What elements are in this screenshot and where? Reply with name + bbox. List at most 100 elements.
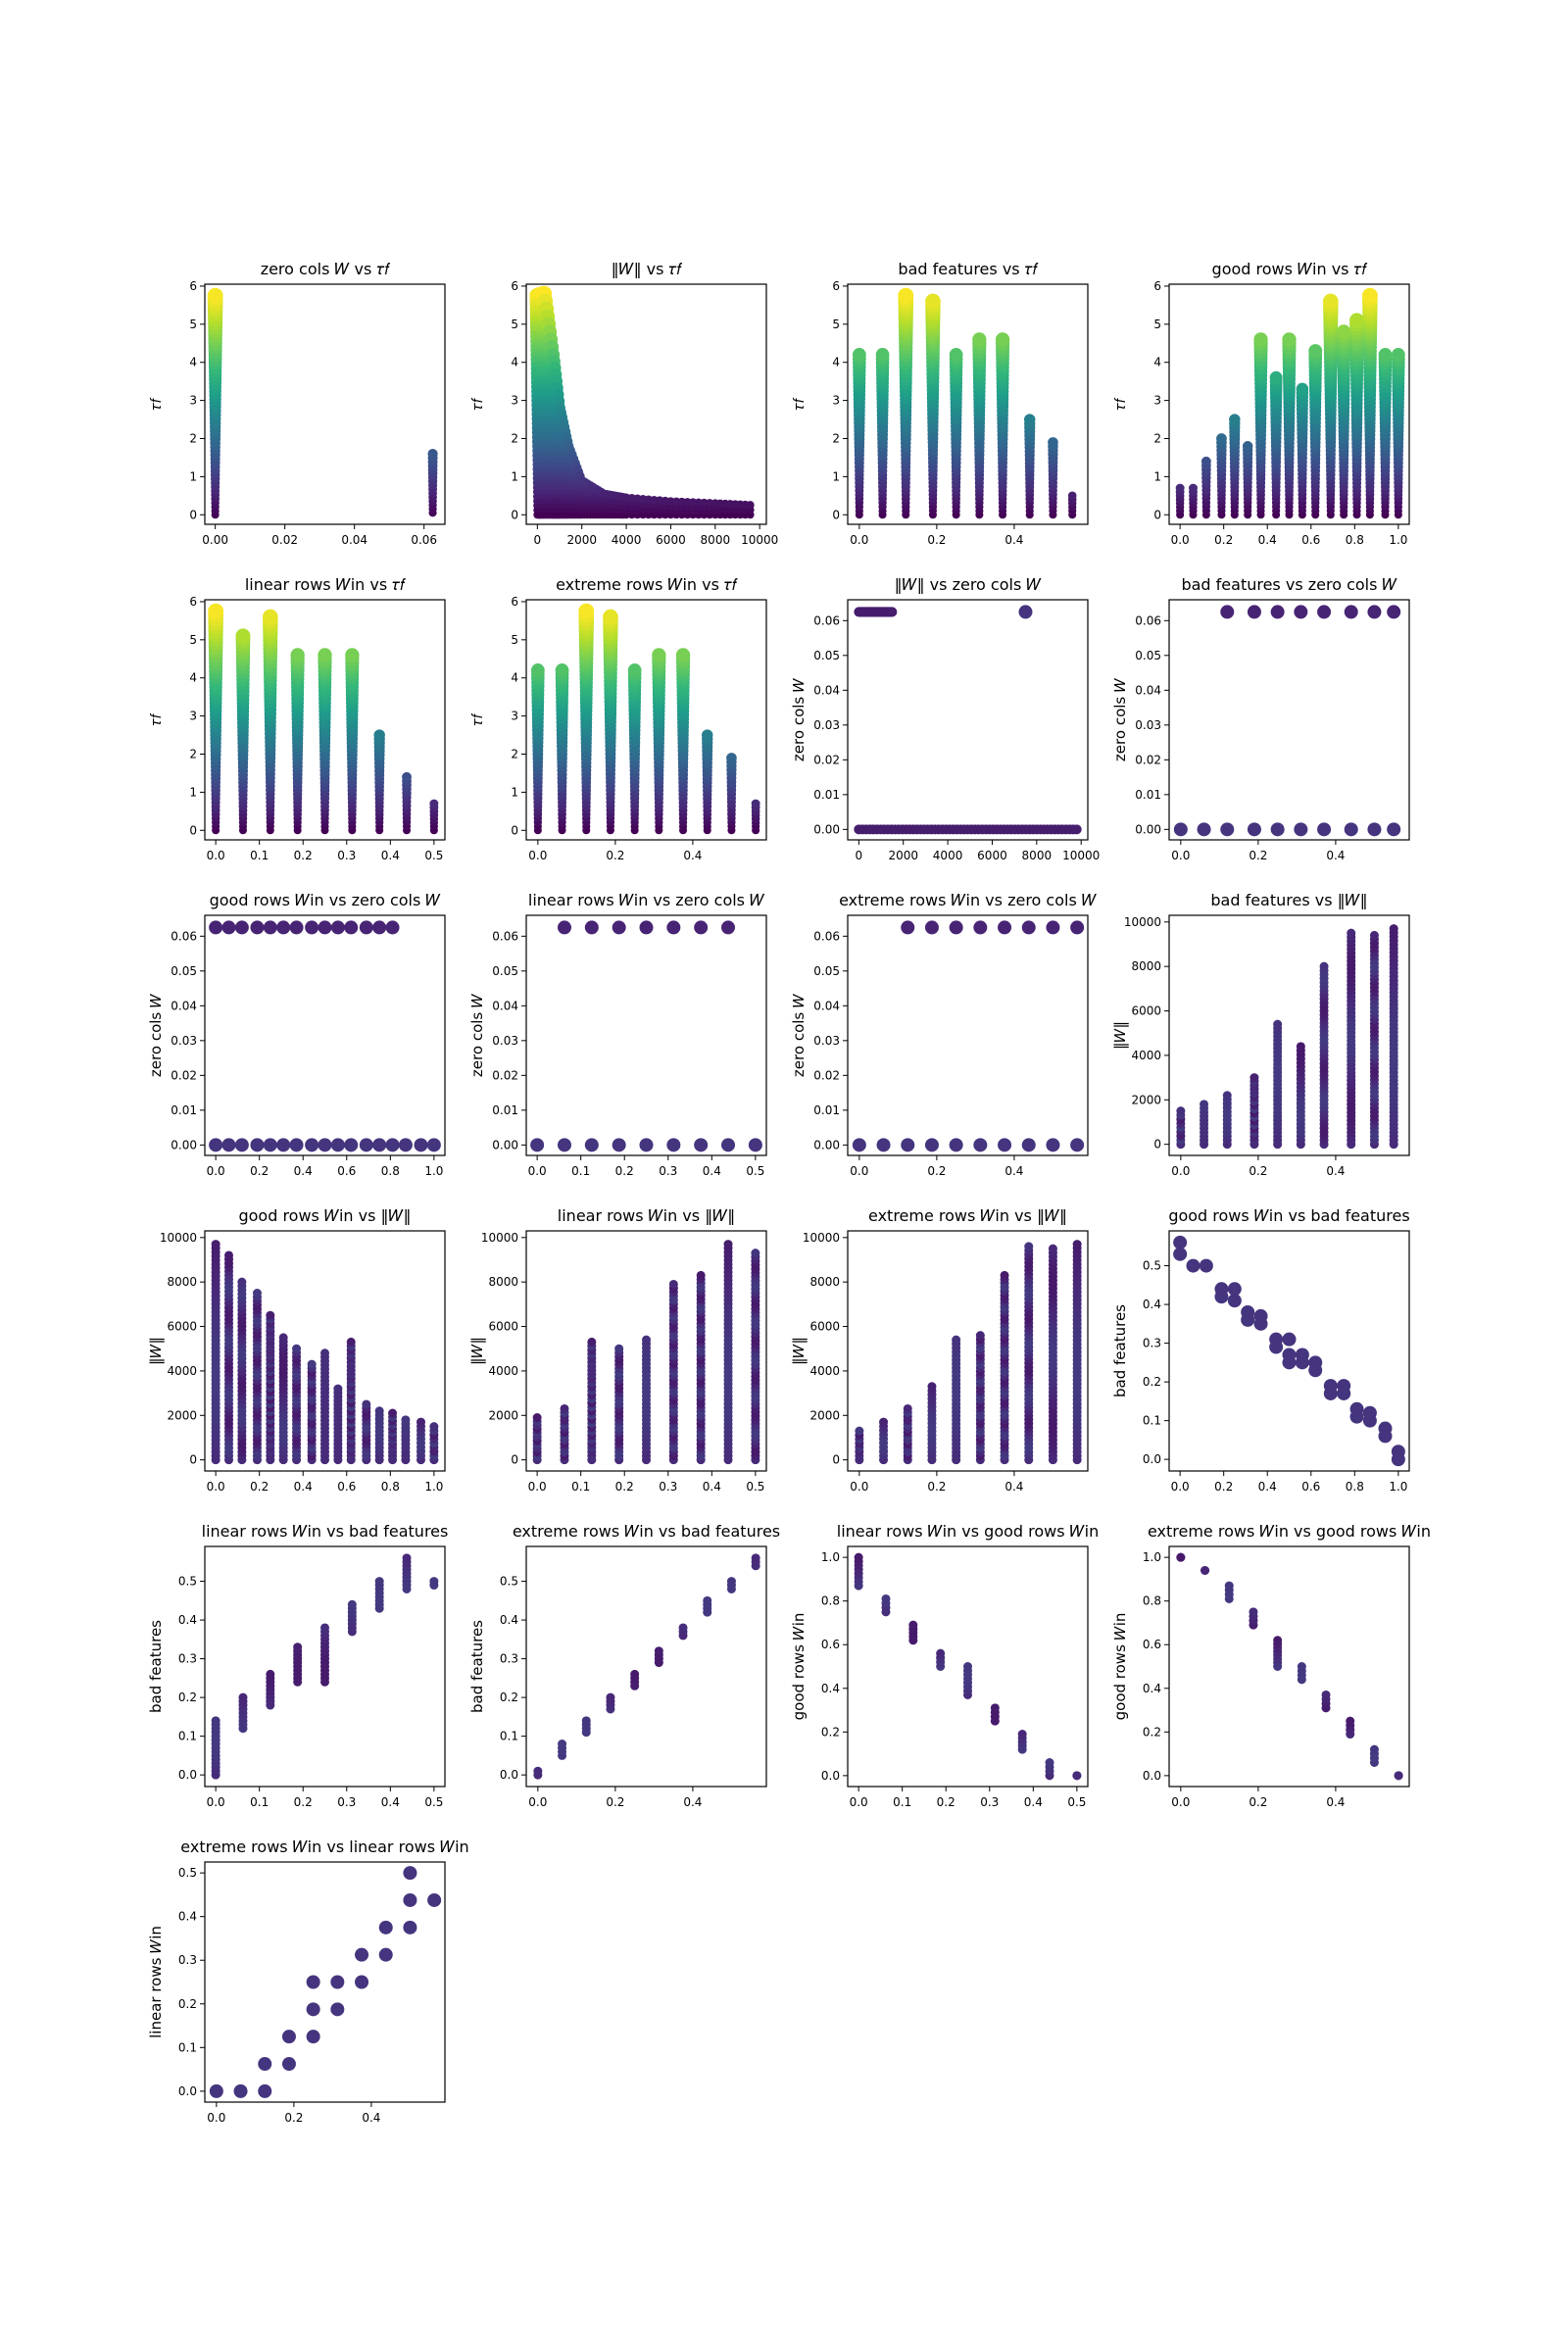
y-tick-label: 5 <box>189 633 197 647</box>
data-point <box>289 1138 304 1152</box>
data-point <box>1322 293 1339 310</box>
data-point <box>1319 961 1329 971</box>
chart-title: zero cols 𝑊 vs 𝜏𝑓 <box>261 260 391 278</box>
chart-title: extreme rows 𝑊in vs zero cols 𝑊 <box>839 891 1098 909</box>
data-point <box>852 348 866 362</box>
y-tick-label: 0.01 <box>171 1103 197 1117</box>
data-point <box>721 1138 736 1152</box>
y-tick-label: 2 <box>189 748 197 761</box>
data-point <box>1387 605 1401 619</box>
data-point <box>555 663 569 677</box>
y-axis-label: ‖𝑊‖ <box>147 1337 165 1365</box>
x-tick-label: 0.0 <box>528 849 547 862</box>
data-point <box>887 607 898 617</box>
data-point <box>852 1138 866 1152</box>
data-point <box>318 648 332 662</box>
data-point <box>1296 1042 1305 1052</box>
y-tick-label: 1 <box>1153 469 1161 483</box>
x-tick-label: 0 <box>856 849 863 862</box>
data-point <box>532 1413 542 1423</box>
data-point <box>1369 930 1379 940</box>
data-point <box>263 920 277 935</box>
data-point <box>426 1138 441 1152</box>
data-point <box>748 1138 762 1152</box>
x-tick-label: 0.0 <box>1171 533 1190 547</box>
x-tick-label: 0 <box>534 533 542 547</box>
data-point <box>924 1138 939 1152</box>
y-tick-label: 6 <box>832 279 840 293</box>
data-point <box>702 729 713 741</box>
data-point <box>401 1415 411 1425</box>
x-tick-label: 0.04 <box>341 533 368 547</box>
data-point <box>429 799 439 808</box>
data-point <box>1347 928 1356 938</box>
subplot-8: 0.0 0.2 0.40.000.010.020.030.040.050.06bad… <box>1111 575 1410 862</box>
x-tick-label: 4000 <box>933 849 963 862</box>
scatter-points <box>1176 924 1398 1150</box>
y-tick-label: 6000 <box>167 1320 197 1334</box>
y-tick-label: 6 <box>189 595 197 609</box>
data-point <box>642 1335 651 1345</box>
x-tick-label: 0.3 <box>337 849 356 862</box>
data-point <box>221 920 236 935</box>
data-point <box>320 1348 329 1358</box>
data-point <box>1247 822 1261 837</box>
data-point <box>1189 483 1198 493</box>
data-point <box>1317 605 1332 619</box>
y-tick-label: 0.01 <box>813 1103 840 1117</box>
data-point <box>675 648 691 662</box>
subplot-10: 0.0 0.1 0.2 0.3 0.4 0.50.000.010.020.030.040.… <box>468 891 767 1178</box>
data-point <box>1349 313 1365 328</box>
x-tick-label: 0.02 <box>271 533 298 547</box>
data-point <box>373 729 385 741</box>
x-tick-label: 0.4 <box>1326 849 1345 862</box>
y-tick-label: 0.04 <box>813 683 840 697</box>
data-point <box>949 920 963 935</box>
data-point <box>1216 433 1227 444</box>
data-point <box>359 1138 373 1152</box>
y-tick-label: 0.02 <box>1135 753 1161 766</box>
data-point <box>557 1138 571 1152</box>
scatter-points <box>855 1240 1082 1465</box>
y-tick-label: 0.04 <box>492 999 518 1012</box>
data-point <box>1391 348 1405 362</box>
y-axis-label: 𝜏𝑓 <box>1111 397 1129 410</box>
data-point <box>973 1138 988 1152</box>
data-point <box>925 293 941 310</box>
x-tick-label: 0.6 <box>1301 533 1320 547</box>
data-point <box>998 920 1012 935</box>
data-point <box>530 1138 545 1152</box>
scatter-points <box>532 1240 760 1465</box>
data-point <box>614 1344 624 1353</box>
data-point <box>1253 332 1268 347</box>
data-point <box>344 920 359 935</box>
data-point <box>330 1138 345 1152</box>
x-tick-label: 0.2 <box>606 849 624 862</box>
data-point <box>305 920 319 935</box>
y-tick-label: 8000 <box>1131 959 1161 973</box>
data-point <box>952 1335 961 1345</box>
data-point <box>1367 605 1382 619</box>
y-tick-label: 0.03 <box>492 1034 518 1048</box>
data-point <box>949 1138 963 1152</box>
chart-title: extreme rows 𝑊in vs 𝜏𝑓 <box>556 575 738 594</box>
data-point <box>235 628 251 644</box>
scatter-points <box>208 603 439 835</box>
data-point <box>1021 1138 1036 1152</box>
chart-title: ‖𝑊‖ vs zero cols 𝑊 <box>895 575 1043 594</box>
data-point <box>696 1270 706 1280</box>
x-tick-label: 0.5 <box>746 1164 764 1178</box>
y-tick-label: 4000 <box>488 1364 518 1378</box>
y-tick-label: 0.04 <box>171 999 197 1012</box>
data-point <box>1361 287 1378 304</box>
x-tick-label: 0.2 <box>615 1164 634 1178</box>
y-axis-label: zero cols 𝑊 <box>790 677 808 761</box>
data-point <box>1247 605 1261 619</box>
x-tick-label: 0.3 <box>659 1480 677 1494</box>
x-tick-label: 0.4 <box>294 1164 313 1178</box>
y-axis-label: 𝜏𝑓 <box>468 397 486 410</box>
x-tick-label: 0.4 <box>703 1480 721 1494</box>
data-point <box>388 1408 398 1418</box>
